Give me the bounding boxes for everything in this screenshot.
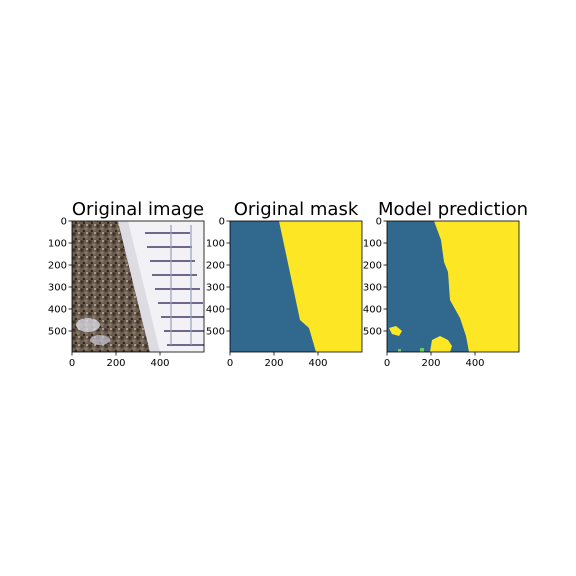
- y-tick-label: 500: [48, 327, 67, 338]
- satellite-image: [72, 221, 204, 352]
- y-tick-label: 100: [206, 239, 225, 250]
- x-tick-label: 0: [69, 358, 75, 369]
- prediction-image: [387, 221, 519, 352]
- y-tick-label: 0: [376, 217, 382, 228]
- y-tick-label: 100: [48, 239, 67, 250]
- y-tick-label: 200: [363, 261, 382, 272]
- panel-original-image: Original image: [71, 199, 205, 353]
- panel-model-prediction: Model prediction: [378, 199, 528, 353]
- y-tick-label: 300: [206, 283, 225, 294]
- x-tick-label: 200: [264, 358, 283, 369]
- x-tick-label: 400: [308, 358, 327, 369]
- panel-title-original-image: Original image: [72, 199, 204, 220]
- x-tick-label: 0: [384, 358, 390, 369]
- panel-title-original-mask: Original mask: [234, 199, 359, 220]
- axis-ticks: 0 200 400 0 100 200 300 400 500 0 200 400 0 100 200 300…: [48, 217, 485, 370]
- y-tick-label: 400: [363, 305, 382, 316]
- y-tick-label: 0: [219, 217, 225, 228]
- y-tick-label: 200: [48, 261, 67, 272]
- y-tick-label: 200: [206, 261, 225, 272]
- y-tick-label: 0: [61, 217, 67, 228]
- x-tick-label: 0: [227, 358, 233, 369]
- y-tick-label: 400: [48, 305, 67, 316]
- panel-original-mask: Original mask: [229, 199, 363, 353]
- y-tick-label: 300: [363, 283, 382, 294]
- x-tick-label: 400: [465, 358, 484, 369]
- x-tick-label: 200: [421, 358, 440, 369]
- panel-title-model-prediction: Model prediction: [378, 199, 528, 220]
- y-tick-label: 500: [206, 327, 225, 338]
- x-tick-label: 200: [106, 358, 125, 369]
- y-tick-label: 100: [363, 239, 382, 250]
- mask-image: [230, 221, 362, 352]
- y-tick-label: 500: [363, 327, 382, 338]
- y-tick-label: 400: [206, 305, 225, 316]
- y-tick-label: 300: [48, 283, 67, 294]
- x-tick-label: 400: [150, 358, 169, 369]
